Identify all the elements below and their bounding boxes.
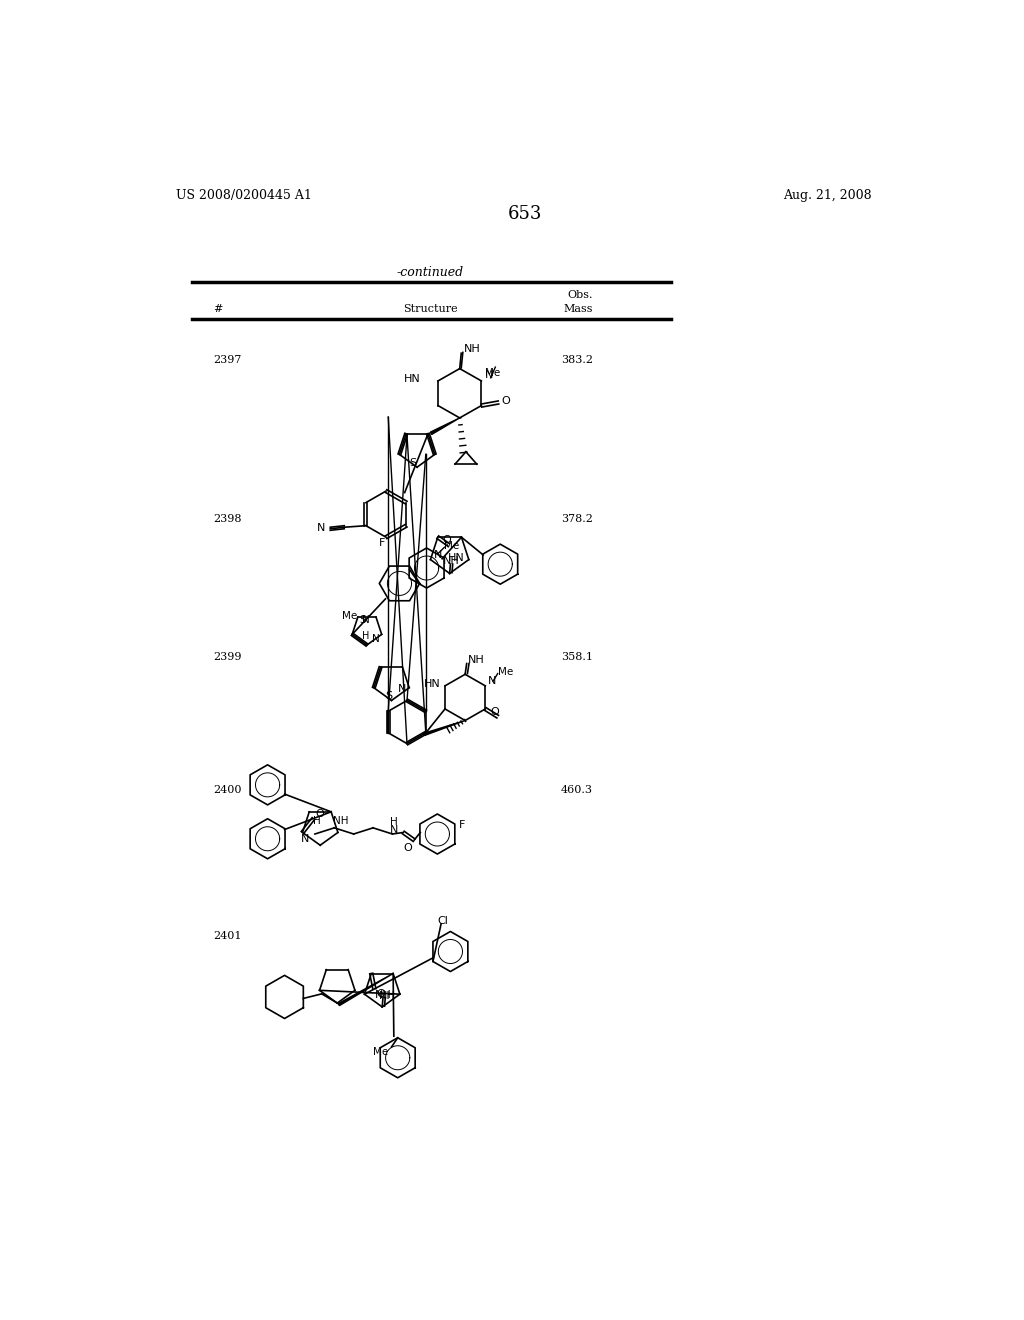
Text: N: N [433,550,442,560]
Text: 383.2: 383.2 [561,355,593,366]
Text: Me: Me [342,611,357,620]
Text: Me: Me [444,541,460,550]
Text: N: N [397,684,407,694]
Text: H: H [390,817,398,826]
Text: F: F [459,820,466,830]
Text: Aug. 21, 2008: Aug. 21, 2008 [783,189,872,202]
Text: Me: Me [373,1047,388,1056]
Text: O: O [489,708,499,717]
Text: Obs.: Obs. [567,290,593,301]
Text: NH: NH [333,816,348,826]
Text: 2399: 2399 [213,652,242,663]
Text: Mass: Mass [563,305,593,314]
Text: US 2008/0200445 A1: US 2008/0200445 A1 [176,189,312,202]
Text: NH: NH [464,343,481,354]
Text: N: N [301,834,309,843]
Text: O: O [442,536,452,545]
Text: N: N [362,615,370,626]
Text: 653: 653 [508,205,542,223]
Text: F: F [379,539,385,548]
Text: 378.2: 378.2 [561,513,593,524]
Text: Structure: Structure [402,305,458,314]
Text: S: S [410,458,417,467]
Text: H: H [312,816,321,826]
Text: H: H [361,631,369,640]
Text: 2400: 2400 [213,785,242,795]
Text: O: O [502,396,510,407]
Text: N: N [390,825,398,836]
Text: O: O [376,989,385,998]
Text: NH: NH [379,991,395,1001]
Text: N: N [373,634,380,644]
Text: Me: Me [498,667,513,677]
Text: 2398: 2398 [213,513,242,524]
Text: N: N [484,370,493,380]
Polygon shape [430,418,460,434]
Text: -continued: -continued [396,265,464,279]
Polygon shape [338,974,393,1006]
Text: 460.3: 460.3 [561,785,593,795]
Text: O: O [315,809,324,818]
Text: NH: NH [468,656,485,665]
Text: NH: NH [442,556,460,566]
Text: N: N [487,676,496,686]
Text: 2401: 2401 [213,931,242,941]
Text: HN: HN [447,553,464,564]
Text: NH: NH [376,990,392,999]
Text: #: # [213,305,222,314]
Text: Cl: Cl [437,916,449,925]
Text: S: S [359,615,366,626]
Text: S: S [385,690,392,701]
Text: 358.1: 358.1 [561,652,593,663]
Text: 2397: 2397 [213,355,242,366]
Text: N: N [317,523,326,533]
Text: HN: HN [404,375,421,384]
Text: Me: Me [484,368,500,379]
Text: HN: HN [424,680,440,689]
Polygon shape [424,721,465,735]
Text: O: O [403,843,413,853]
